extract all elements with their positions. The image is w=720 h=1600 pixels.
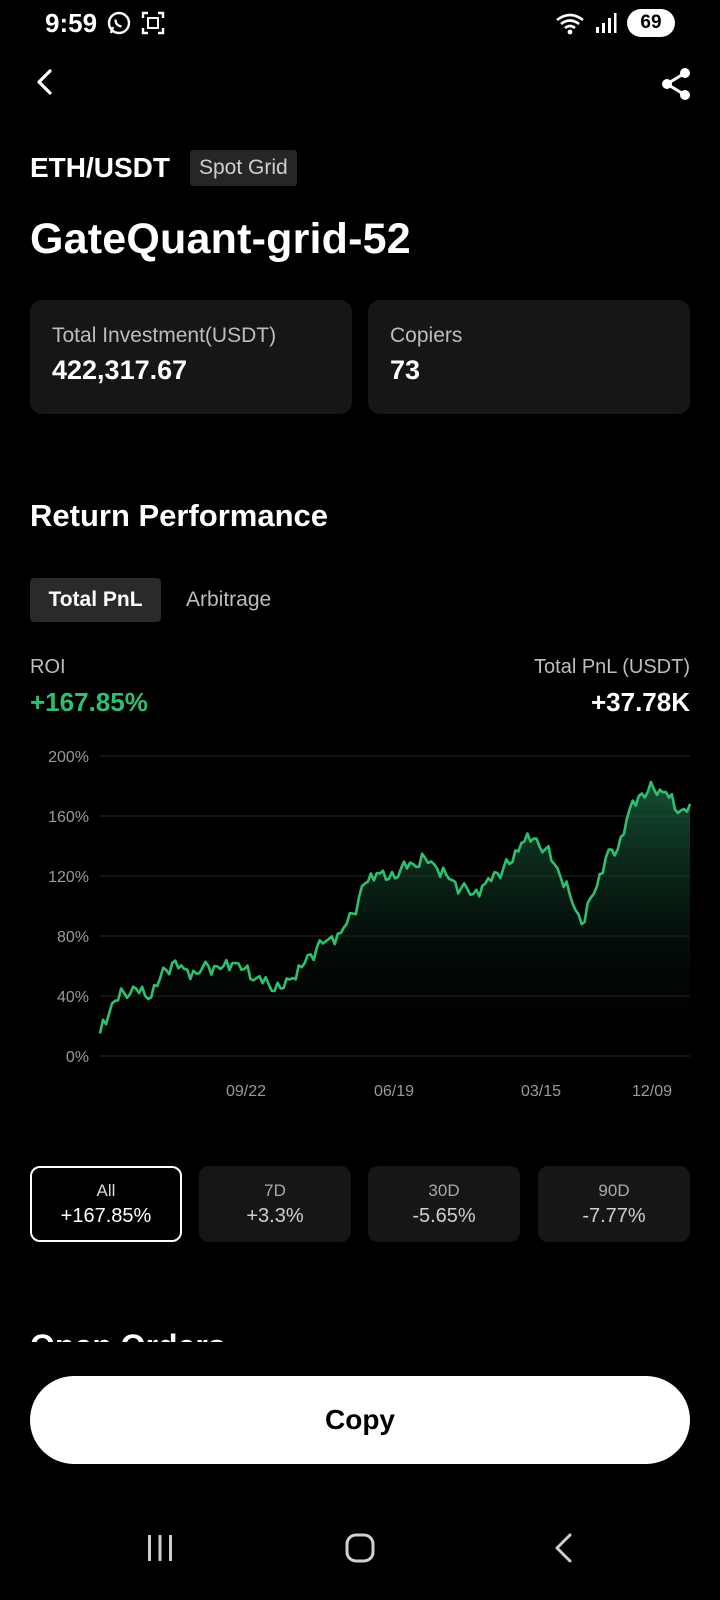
x-tick-label: 09/22: [226, 1083, 266, 1100]
copiers-value: 73: [390, 355, 421, 385]
investment-card: Total Investment(USDT) 422,317.67: [30, 300, 352, 414]
period-value: +3.3%: [246, 1204, 304, 1227]
copiers-card: Copiers 73: [368, 300, 690, 414]
wifi-icon: [556, 13, 584, 35]
roi-chart[interactable]: 200% 160% 120% 80% 40% 0% 09/22 06/19 03/15 12/0…: [0, 740, 720, 1130]
strategy-badge: Spot Grid: [190, 150, 297, 186]
period-label: 90D: [598, 1180, 630, 1200]
investment-label: Total Investment(USDT): [52, 324, 277, 347]
back-arrow-icon[interactable]: [28, 64, 64, 100]
recent-apps-icon[interactable]: [144, 1532, 176, 1564]
y-tick-label: 160%: [48, 809, 89, 826]
tab-arbitrage[interactable]: Arbitrage: [186, 588, 272, 611]
roi-label: ROI: [30, 656, 66, 678]
period-label: 7D: [264, 1180, 286, 1200]
period-value: +167.85%: [60, 1204, 152, 1227]
y-tick-label: 80%: [57, 929, 89, 946]
section-title-open-orders: Open Orders: [30, 1322, 690, 1342]
period-label: All: [96, 1180, 116, 1200]
chart-series-line: [98, 780, 692, 1034]
chart-area-fill: [100, 782, 690, 1056]
period-30d[interactable]: 30D -5.65%: [368, 1166, 520, 1242]
status-notification-icons: [106, 10, 166, 36]
y-tick-label: 40%: [57, 989, 89, 1006]
y-tick-label: 200%: [48, 749, 89, 766]
period-all[interactable]: All +167.85%: [30, 1166, 182, 1242]
copy-button[interactable]: Copy: [30, 1376, 690, 1464]
period-7d[interactable]: 7D +3.3%: [199, 1166, 351, 1242]
trading-pair: ETH/USDT: [30, 152, 170, 183]
investment-value: 422,317.67: [52, 355, 188, 385]
x-tick-label: 03/15: [521, 1083, 561, 1100]
section-title-return-performance: Return Performance: [30, 498, 329, 533]
period-label: 30D: [428, 1180, 460, 1200]
tab-total-pnl[interactable]: Total PnL: [30, 578, 161, 622]
signal-icon: [596, 13, 617, 33]
nav-back-icon[interactable]: [548, 1532, 580, 1564]
battery-indicator: 69: [627, 9, 675, 37]
x-tick-label: 06/19: [374, 1083, 414, 1100]
total-pnl-label: Total PnL (USDT): [534, 656, 690, 678]
period-90d[interactable]: 90D -7.77%: [538, 1166, 690, 1242]
period-value: -5.65%: [412, 1204, 476, 1227]
screenshot-icon: [141, 11, 165, 35]
share-icon[interactable]: [658, 66, 694, 102]
y-tick-label: 0%: [66, 1049, 89, 1066]
x-tick-label: 12/09: [632, 1083, 672, 1100]
status-system-icons: 69: [555, 9, 675, 37]
whatsapp-icon: [107, 11, 131, 35]
home-icon[interactable]: [344, 1532, 376, 1564]
bot-name: GateQuant-grid-52: [30, 215, 411, 263]
copiers-label: Copiers: [390, 324, 463, 347]
y-tick-label: 120%: [48, 869, 89, 886]
total-pnl-value: +37.78K: [590, 687, 690, 717]
status-time: 9:59: [45, 8, 98, 38]
roi-value: +167.85%: [30, 687, 148, 717]
period-value: -7.77%: [582, 1204, 646, 1227]
